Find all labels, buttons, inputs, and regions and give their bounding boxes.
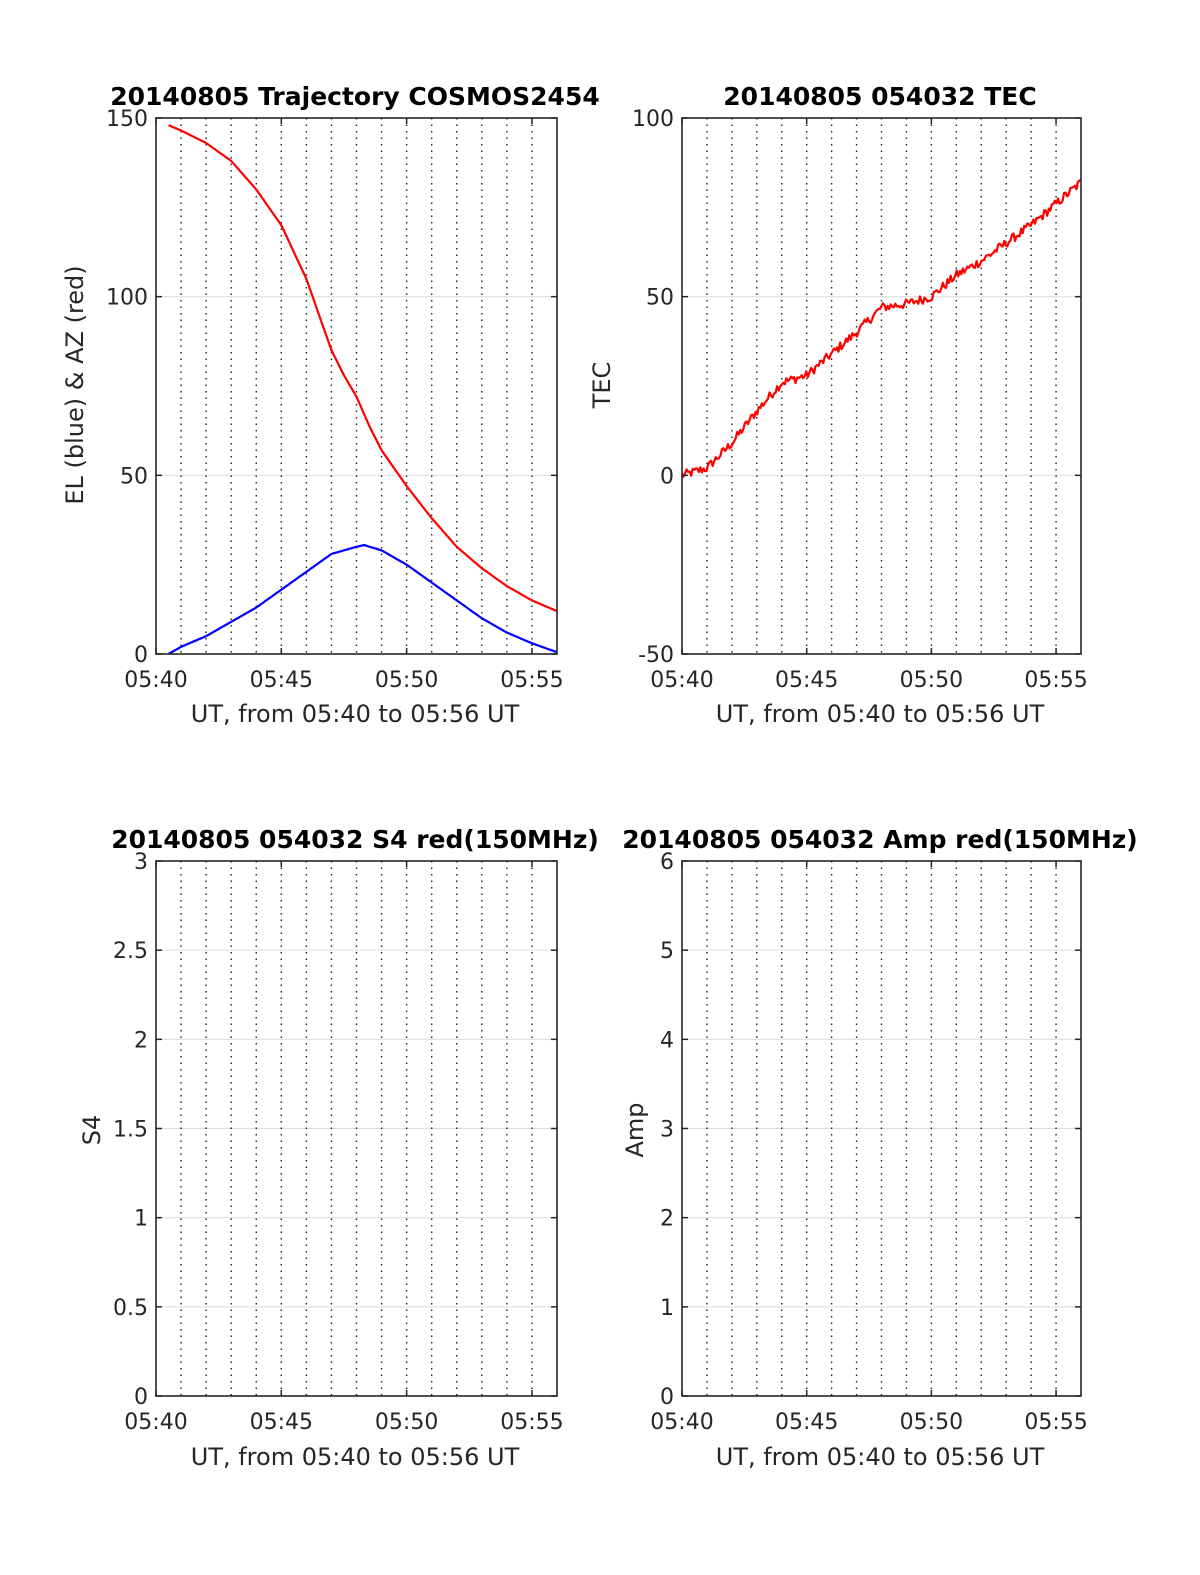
tec-title: 20140805 054032 TEC <box>723 82 1036 111</box>
trajectory-x-tick-label: 05:50 <box>375 668 438 693</box>
amp-y-tick-label: 2 <box>660 1207 674 1232</box>
trajectory-y-label: EL (blue) & AZ (red) <box>61 265 89 504</box>
trajectory-series-0 <box>168 124 557 613</box>
tec-series-0 <box>682 178 1081 478</box>
tec-y-tick-label: -50 <box>638 643 674 668</box>
trajectory-y-tick-label: 50 <box>120 464 148 489</box>
amp-y-tick-label: 3 <box>660 1118 674 1143</box>
s4-y-tick-label: 0 <box>134 1385 148 1410</box>
s4-y-tick-label: 0.5 <box>113 1296 148 1321</box>
tec-y-tick-label: 50 <box>646 286 674 311</box>
trajectory-x-label: UT, from 05:40 to 05:56 UT <box>191 700 520 728</box>
trajectory-panel: 05:40 05:45 05:50 05:55 0 50 100 150 20140805 T… <box>61 82 600 728</box>
s4-y-tick-label: 2.5 <box>113 939 148 964</box>
s4-x-label: UT, from 05:40 to 05:56 UT <box>191 1443 520 1471</box>
trajectory-axes-box <box>155 117 558 655</box>
tec-axes-box <box>681 117 1082 655</box>
trajectory-series-1 <box>167 544 557 654</box>
s4-y-tick-label: 2 <box>134 1028 148 1053</box>
s4-panel: 05:40 05:45 05:50 05:55 0 0.5 1 1.5 2 2.5 3 201408… <box>78 825 599 1471</box>
s4-x-tick-label: 05:55 <box>500 1410 563 1435</box>
trajectory-x-tick-label: 05:45 <box>250 668 313 693</box>
trajectory-x-tick-label: 05:55 <box>500 668 563 693</box>
trajectory-y-tick-label: 100 <box>106 286 148 311</box>
tec-y-tick-label: 100 <box>632 107 674 132</box>
trajectory-x-tick-label: 05:40 <box>124 668 187 693</box>
tec-x-tick-label: 05:45 <box>775 668 838 693</box>
s4-x-tick-label: 05:40 <box>124 1410 187 1435</box>
s4-x-tick-label: 05:50 <box>375 1410 438 1435</box>
amp-x-tick-label: 05:40 <box>650 1410 713 1435</box>
amp-x-tick-label: 05:45 <box>775 1410 838 1435</box>
amp-title: 20140805 054032 Amp red(150MHz) <box>622 825 1138 854</box>
trajectory-y-tick-label: 0 <box>134 643 148 668</box>
tec-x-tick-label: 05:55 <box>1024 668 1087 693</box>
s4-y-tick-label: 1.5 <box>113 1118 148 1143</box>
amp-x-label: UT, from 05:40 to 05:56 UT <box>716 1443 1045 1471</box>
tec-x-tick-label: 05:50 <box>900 668 963 693</box>
tec-panel: 05:40 05:45 05:50 05:55 -50 0 50 100 20140805 0… <box>588 82 1088 728</box>
tec-x-label: UT, from 05:40 to 05:56 UT <box>716 700 1045 728</box>
amp-x-tick-label: 05:55 <box>1024 1410 1087 1435</box>
amp-x-tick-label: 05:50 <box>900 1410 963 1435</box>
amp-y-tick-label: 6 <box>660 850 674 875</box>
amp-y-label: Amp <box>621 1102 649 1157</box>
s4-y-tick-label: 1 <box>134 1207 148 1232</box>
amp-y-tick-label: 5 <box>660 939 674 964</box>
s4-y-label: S4 <box>78 1115 106 1146</box>
tec-y-label: TEC <box>588 362 616 410</box>
s4-title: 20140805 054032 S4 red(150MHz) <box>111 825 599 854</box>
amp-y-tick-label: 1 <box>660 1296 674 1321</box>
amp-y-tick-label: 4 <box>660 1028 674 1053</box>
amp-panel: 05:40 05:45 05:50 05:55 0 1 2 3 4 5 6 20140805 054… <box>621 825 1138 1471</box>
tec-x-tick-label: 05:40 <box>650 668 713 693</box>
s4-y-tick-label: 3 <box>134 850 148 875</box>
amp-y-tick-label: 0 <box>660 1385 674 1410</box>
tec-y-tick-label: 0 <box>660 464 674 489</box>
s4-x-tick-label: 05:45 <box>250 1410 313 1435</box>
trajectory-y-tick-label: 150 <box>106 107 148 132</box>
trajectory-title: 20140805 Trajectory COSMOS2454 <box>110 82 600 111</box>
